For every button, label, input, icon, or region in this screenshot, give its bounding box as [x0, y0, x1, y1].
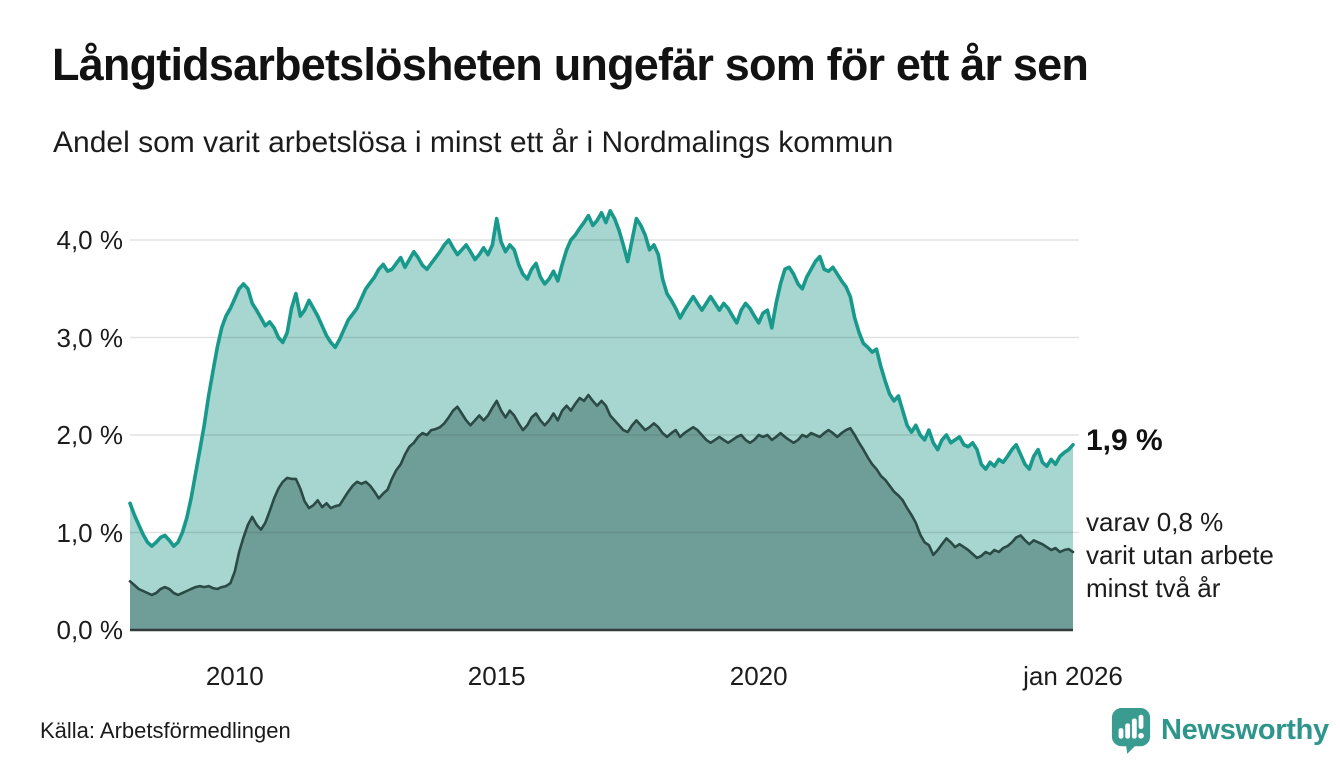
secondary-series-annotation: varav 0,8 % varit utan arbete minst två … — [1086, 506, 1274, 604]
annotation-line-2: varit utan arbete — [1086, 539, 1274, 570]
y-axis-tick-label: 1,0 % — [56, 517, 124, 548]
chart-title: Långtidsarbetslösheten ungefär som för e… — [52, 39, 1089, 90]
x-axis-tick-label: jan 2026 — [1023, 661, 1123, 691]
x-axis-tick-label: 2010 — [205, 661, 264, 691]
y-axis-tick-label: 4,0 % — [56, 225, 124, 255]
line-min-one-year — [128, 209, 1075, 548]
source-caption: Källa: Arbetsförmedlingen — [40, 718, 291, 743]
line-min-two-years — [128, 393, 1075, 597]
chart-subtitle: Andel som varit arbetslösa i minst ett å… — [53, 126, 894, 159]
area-min-two-years — [130, 395, 1073, 630]
x-axis-tick-label: 2020 — [729, 661, 788, 691]
annotation-line-3: minst två år — [1086, 572, 1221, 603]
x-axis-tick-label: 2015 — [467, 661, 526, 691]
newsworthy-icon — [1111, 708, 1151, 754]
y-axis-tick-label: 3,0 % — [56, 322, 124, 353]
y-axis-tick-label: 2,0 % — [56, 420, 124, 450]
newsworthy-logo: Newsworthy — [1110, 706, 1329, 754]
annotation-line-1: varav 0,8 % — [1086, 507, 1224, 537]
series-end-value-label: 1,9 % — [1086, 424, 1163, 457]
brand-wordmark: Newsworthy — [1161, 713, 1329, 746]
y-axis-tick-label: 0,0 % — [56, 615, 124, 645]
